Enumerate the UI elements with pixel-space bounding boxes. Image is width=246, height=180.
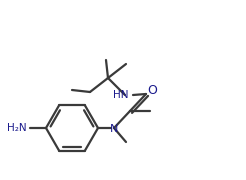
Text: N: N bbox=[110, 124, 118, 134]
Text: H₂N: H₂N bbox=[7, 123, 27, 133]
Text: O: O bbox=[147, 84, 157, 96]
Text: HN: HN bbox=[112, 90, 128, 100]
